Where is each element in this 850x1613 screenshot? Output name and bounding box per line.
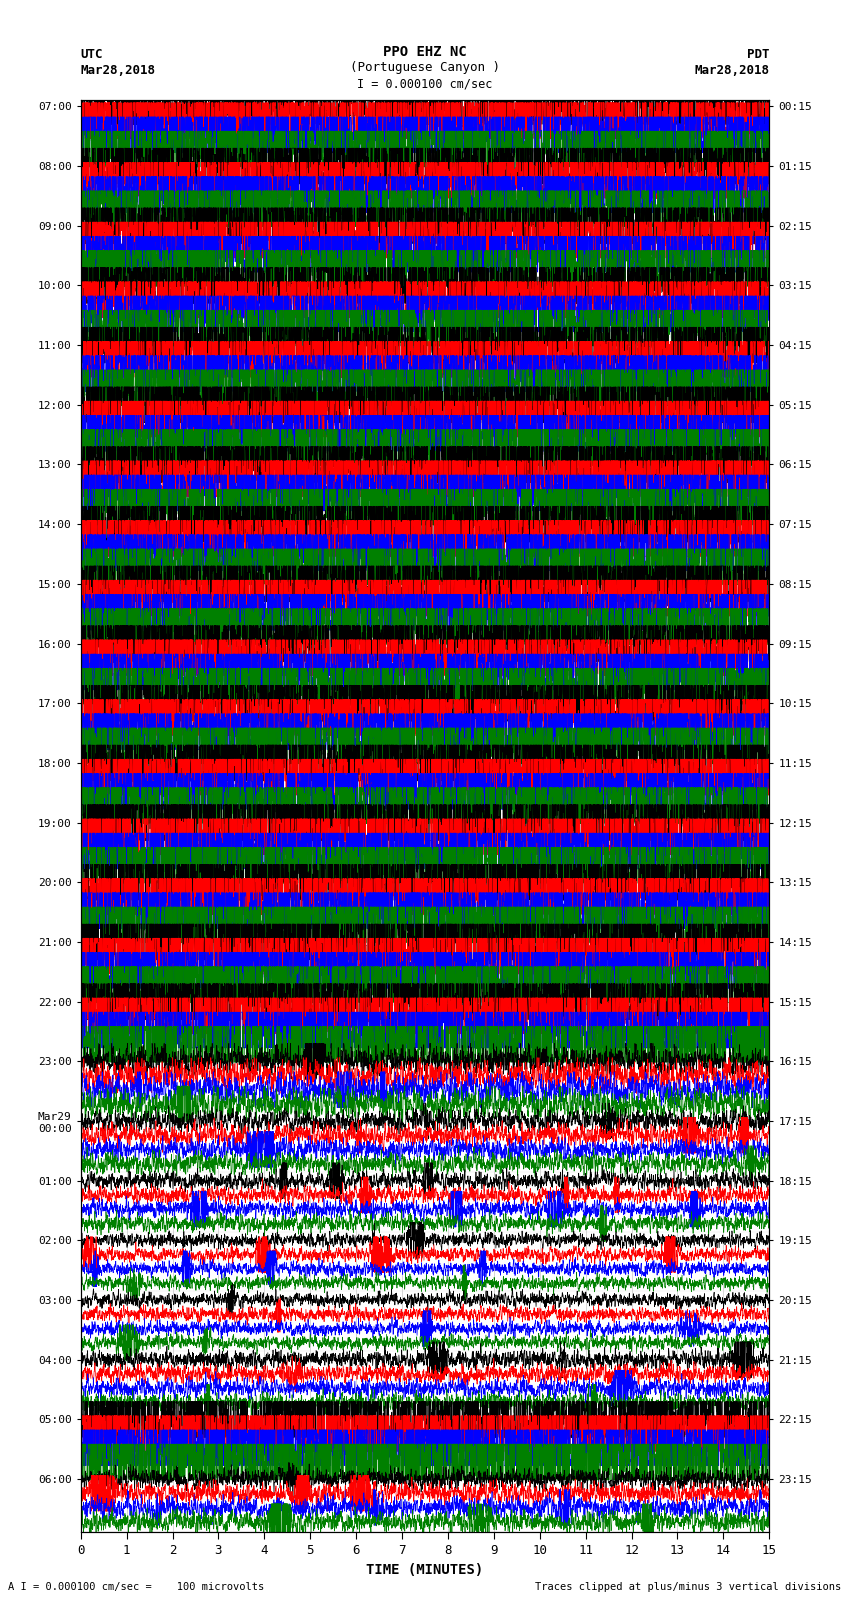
Text: (Portuguese Canyon ): (Portuguese Canyon )	[350, 61, 500, 74]
Text: UTC: UTC	[81, 48, 103, 61]
X-axis label: TIME (MINUTES): TIME (MINUTES)	[366, 1563, 484, 1578]
Text: A I = 0.000100 cm/sec =    100 microvolts: A I = 0.000100 cm/sec = 100 microvolts	[8, 1582, 264, 1592]
Text: Mar28,2018: Mar28,2018	[81, 65, 156, 77]
Text: PDT: PDT	[747, 48, 769, 61]
Text: Traces clipped at plus/minus 3 vertical divisions: Traces clipped at plus/minus 3 vertical …	[536, 1582, 842, 1592]
Text: Mar28,2018: Mar28,2018	[694, 65, 769, 77]
Text: PPO EHZ NC: PPO EHZ NC	[383, 45, 467, 58]
Text: I = 0.000100 cm/sec: I = 0.000100 cm/sec	[357, 77, 493, 90]
